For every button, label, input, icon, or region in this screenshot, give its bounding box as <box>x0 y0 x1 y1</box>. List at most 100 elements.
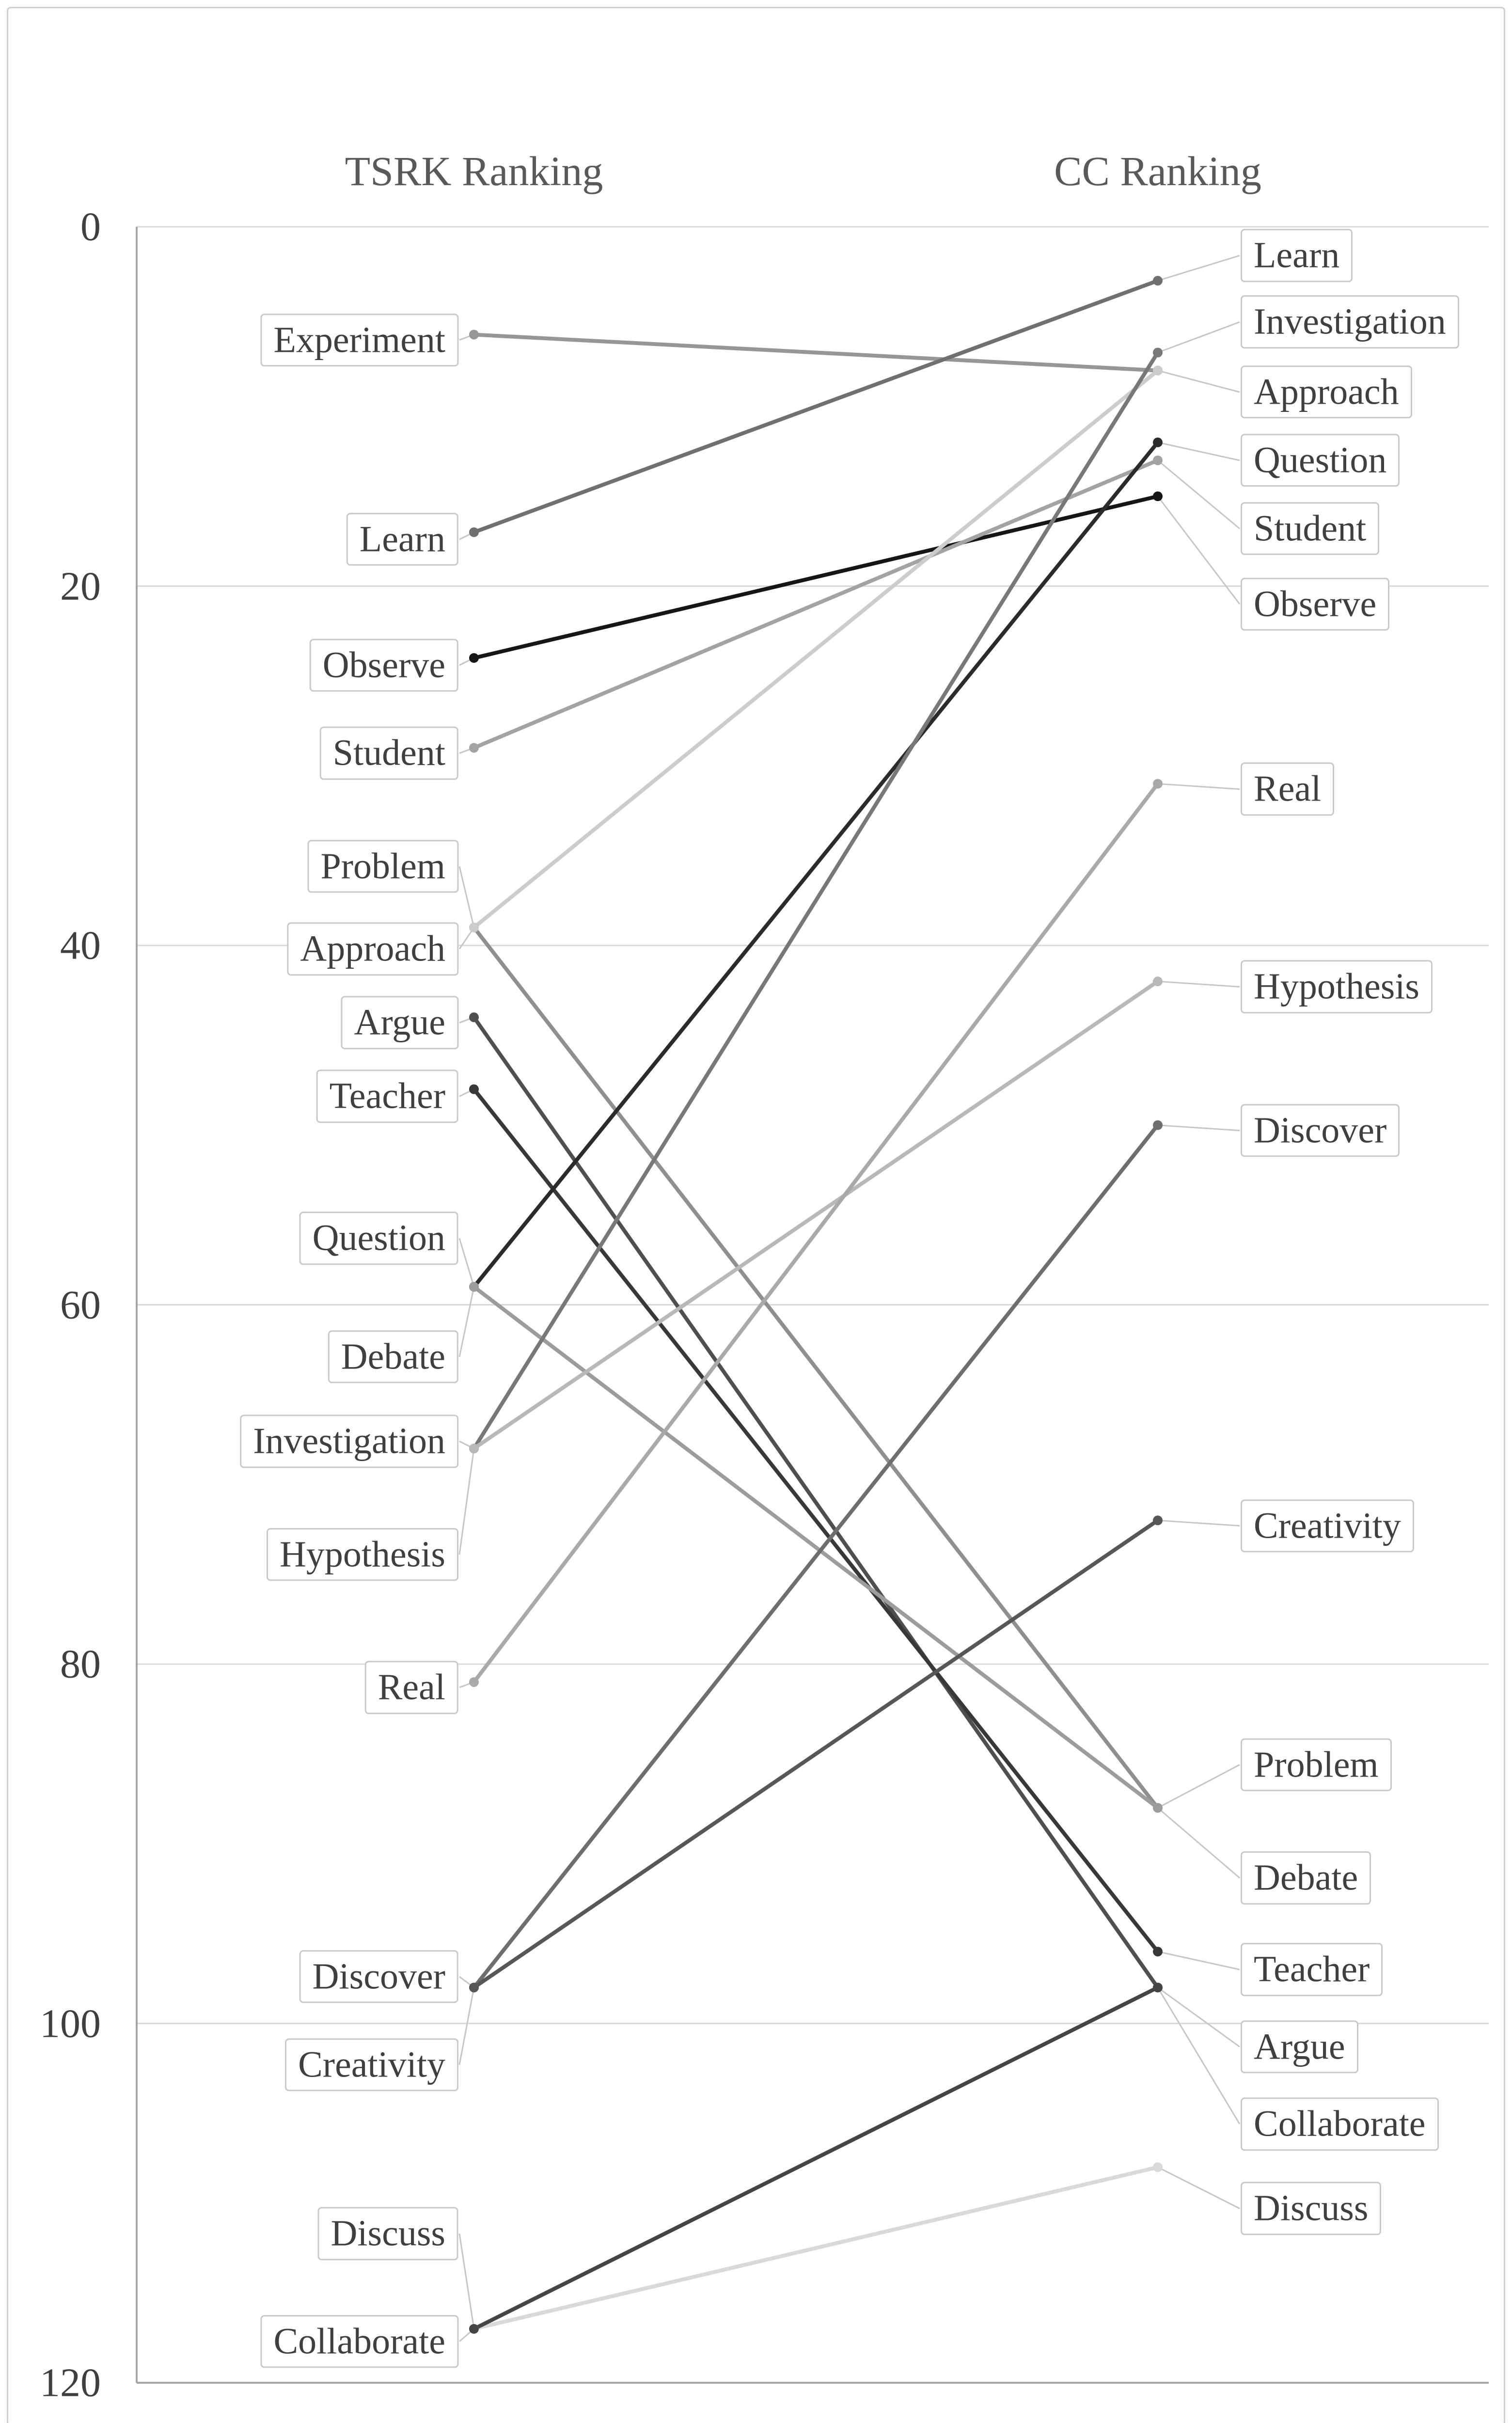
leader-line <box>1157 254 1240 282</box>
label-cc-investigation: Investigation <box>1241 295 1459 349</box>
leader-line <box>1157 321 1240 353</box>
leader-line <box>1157 1764 1240 1809</box>
series-point-tsrk-creativity <box>469 1982 479 1993</box>
leader-line <box>1157 1124 1240 1132</box>
label-tsrk-debate: Debate <box>328 1330 458 1384</box>
series-line-teacher <box>472 1087 1160 1954</box>
leader-line <box>458 1238 475 1287</box>
leader-line <box>458 1287 475 1357</box>
label-tsrk-student: Student <box>319 726 458 780</box>
leader-line <box>458 2234 475 2329</box>
label-tsrk-investigation: Investigation <box>240 1415 458 1468</box>
label-cc-problem: Problem <box>1241 1738 1392 1792</box>
label-tsrk-observe: Observe <box>309 638 458 692</box>
label-tsrk-discover: Discover <box>299 1950 458 2003</box>
column-header-cc: CC Ranking <box>1054 148 1261 194</box>
label-cc-hypothesis: Hypothesis <box>1241 960 1433 1013</box>
series-line-student <box>472 458 1160 750</box>
series-point-cc-teacher <box>1153 1947 1163 1957</box>
label-cc-approach: Approach <box>1241 365 1412 419</box>
y-axis-tick-20: 20 <box>60 564 101 609</box>
label-tsrk-discuss: Discuss <box>317 2207 458 2260</box>
series-line-hypothesis <box>472 979 1160 1451</box>
label-cc-creativity: Creativity <box>1241 1499 1414 1553</box>
label-tsrk-teacher: Teacher <box>316 1070 458 1123</box>
series-point-tsrk-argue <box>469 1012 479 1023</box>
series-line-argue <box>472 1015 1160 1990</box>
leader-line <box>458 866 475 928</box>
series-point-cc-discuss <box>1153 2162 1163 2172</box>
leader-line <box>1157 783 1240 790</box>
label-tsrk-collaborate: Collaborate <box>260 2315 458 2368</box>
series-point-tsrk-collaborate <box>469 2324 479 2334</box>
series-point-tsrk-approach <box>469 922 479 932</box>
label-cc-learn: Learn <box>1241 229 1353 283</box>
label-cc-argue: Argue <box>1241 2020 1358 2074</box>
series-point-cc-creativity <box>1153 1515 1163 1526</box>
leader-line <box>1157 1951 1240 1970</box>
leader-line <box>458 1987 475 2065</box>
leader-line <box>1157 441 1240 461</box>
series-point-cc-hypothesis <box>1153 976 1163 987</box>
series-line-debate <box>472 1285 1160 1810</box>
leader-line <box>1157 1519 1240 1527</box>
label-cc-discuss: Discuss <box>1241 2182 1382 2235</box>
y-axis-tick-0: 0 <box>80 204 101 250</box>
label-tsrk-hypothesis: Hypothesis <box>267 1528 458 1581</box>
series-point-cc-approach <box>1153 365 1163 376</box>
y-axis-tick-100: 100 <box>40 2001 101 2046</box>
column-header-tsrk: TSRK Ranking <box>345 148 603 194</box>
label-cc-discover: Discover <box>1241 1104 1400 1157</box>
y-axis-tick-120: 120 <box>40 2360 101 2406</box>
label-tsrk-argue: Argue <box>341 996 458 1050</box>
label-tsrk-learn: Learn <box>346 513 458 566</box>
series-point-cc-investigation <box>1153 347 1163 358</box>
label-tsrk-real: Real <box>364 1661 458 1714</box>
series-point-tsrk-learn <box>469 527 479 537</box>
label-cc-question: Question <box>1241 434 1400 487</box>
series-line-question <box>472 440 1160 1289</box>
series-line-observe <box>472 494 1160 660</box>
series-point-cc-debate <box>1153 1803 1163 1813</box>
series-line-discover <box>472 1123 1160 1990</box>
label-tsrk-experiment: Experiment <box>260 313 458 367</box>
leader-line <box>1157 1987 1240 2047</box>
label-tsrk-question: Question <box>299 1212 458 1265</box>
chart-frame <box>7 7 1505 2423</box>
series-point-tsrk-teacher <box>469 1084 479 1094</box>
label-cc-real: Real <box>1241 762 1335 816</box>
leader-line <box>1157 459 1240 530</box>
series-point-cc-observe <box>1153 491 1163 502</box>
series-point-cc-learn <box>1153 276 1163 286</box>
leader-line <box>1157 980 1240 988</box>
label-cc-observe: Observe <box>1241 577 1390 631</box>
y-axis-tick-80: 80 <box>60 1641 101 1687</box>
label-tsrk-approach: Approach <box>287 922 458 976</box>
series-line-learn <box>472 279 1160 535</box>
leader-line <box>1157 2166 1240 2209</box>
label-cc-teacher: Teacher <box>1241 1943 1383 1996</box>
series-point-cc-real <box>1153 779 1163 789</box>
label-tsrk-problem: Problem <box>307 840 458 893</box>
series-point-cc-question <box>1153 437 1163 447</box>
label-cc-collaborate: Collaborate <box>1241 2097 1439 2151</box>
series-point-tsrk-hypothesis <box>469 1444 479 1454</box>
label-tsrk-creativity: Creativity <box>285 2038 458 2092</box>
series-point-cc-collaborate <box>1153 1982 1163 1993</box>
label-cc-student: Student <box>1241 502 1380 555</box>
series-line-discuss <box>472 2165 1160 2331</box>
leader-line <box>1157 1807 1240 1879</box>
label-cc-debate: Debate <box>1241 1851 1371 1904</box>
series-point-tsrk-student <box>469 743 479 753</box>
series-line-collaborate <box>472 1985 1160 2331</box>
leader-line <box>458 1448 475 1555</box>
series-line-problem <box>472 925 1160 1810</box>
y-axis-tick-60: 60 <box>60 1282 101 1327</box>
series-line-investigation <box>472 350 1160 1451</box>
series-line-real <box>472 782 1160 1684</box>
series-point-tsrk-experiment <box>469 330 479 340</box>
series-point-cc-student <box>1153 455 1163 465</box>
leader-line <box>1157 1987 1241 2124</box>
series-line-experiment <box>472 332 1160 373</box>
